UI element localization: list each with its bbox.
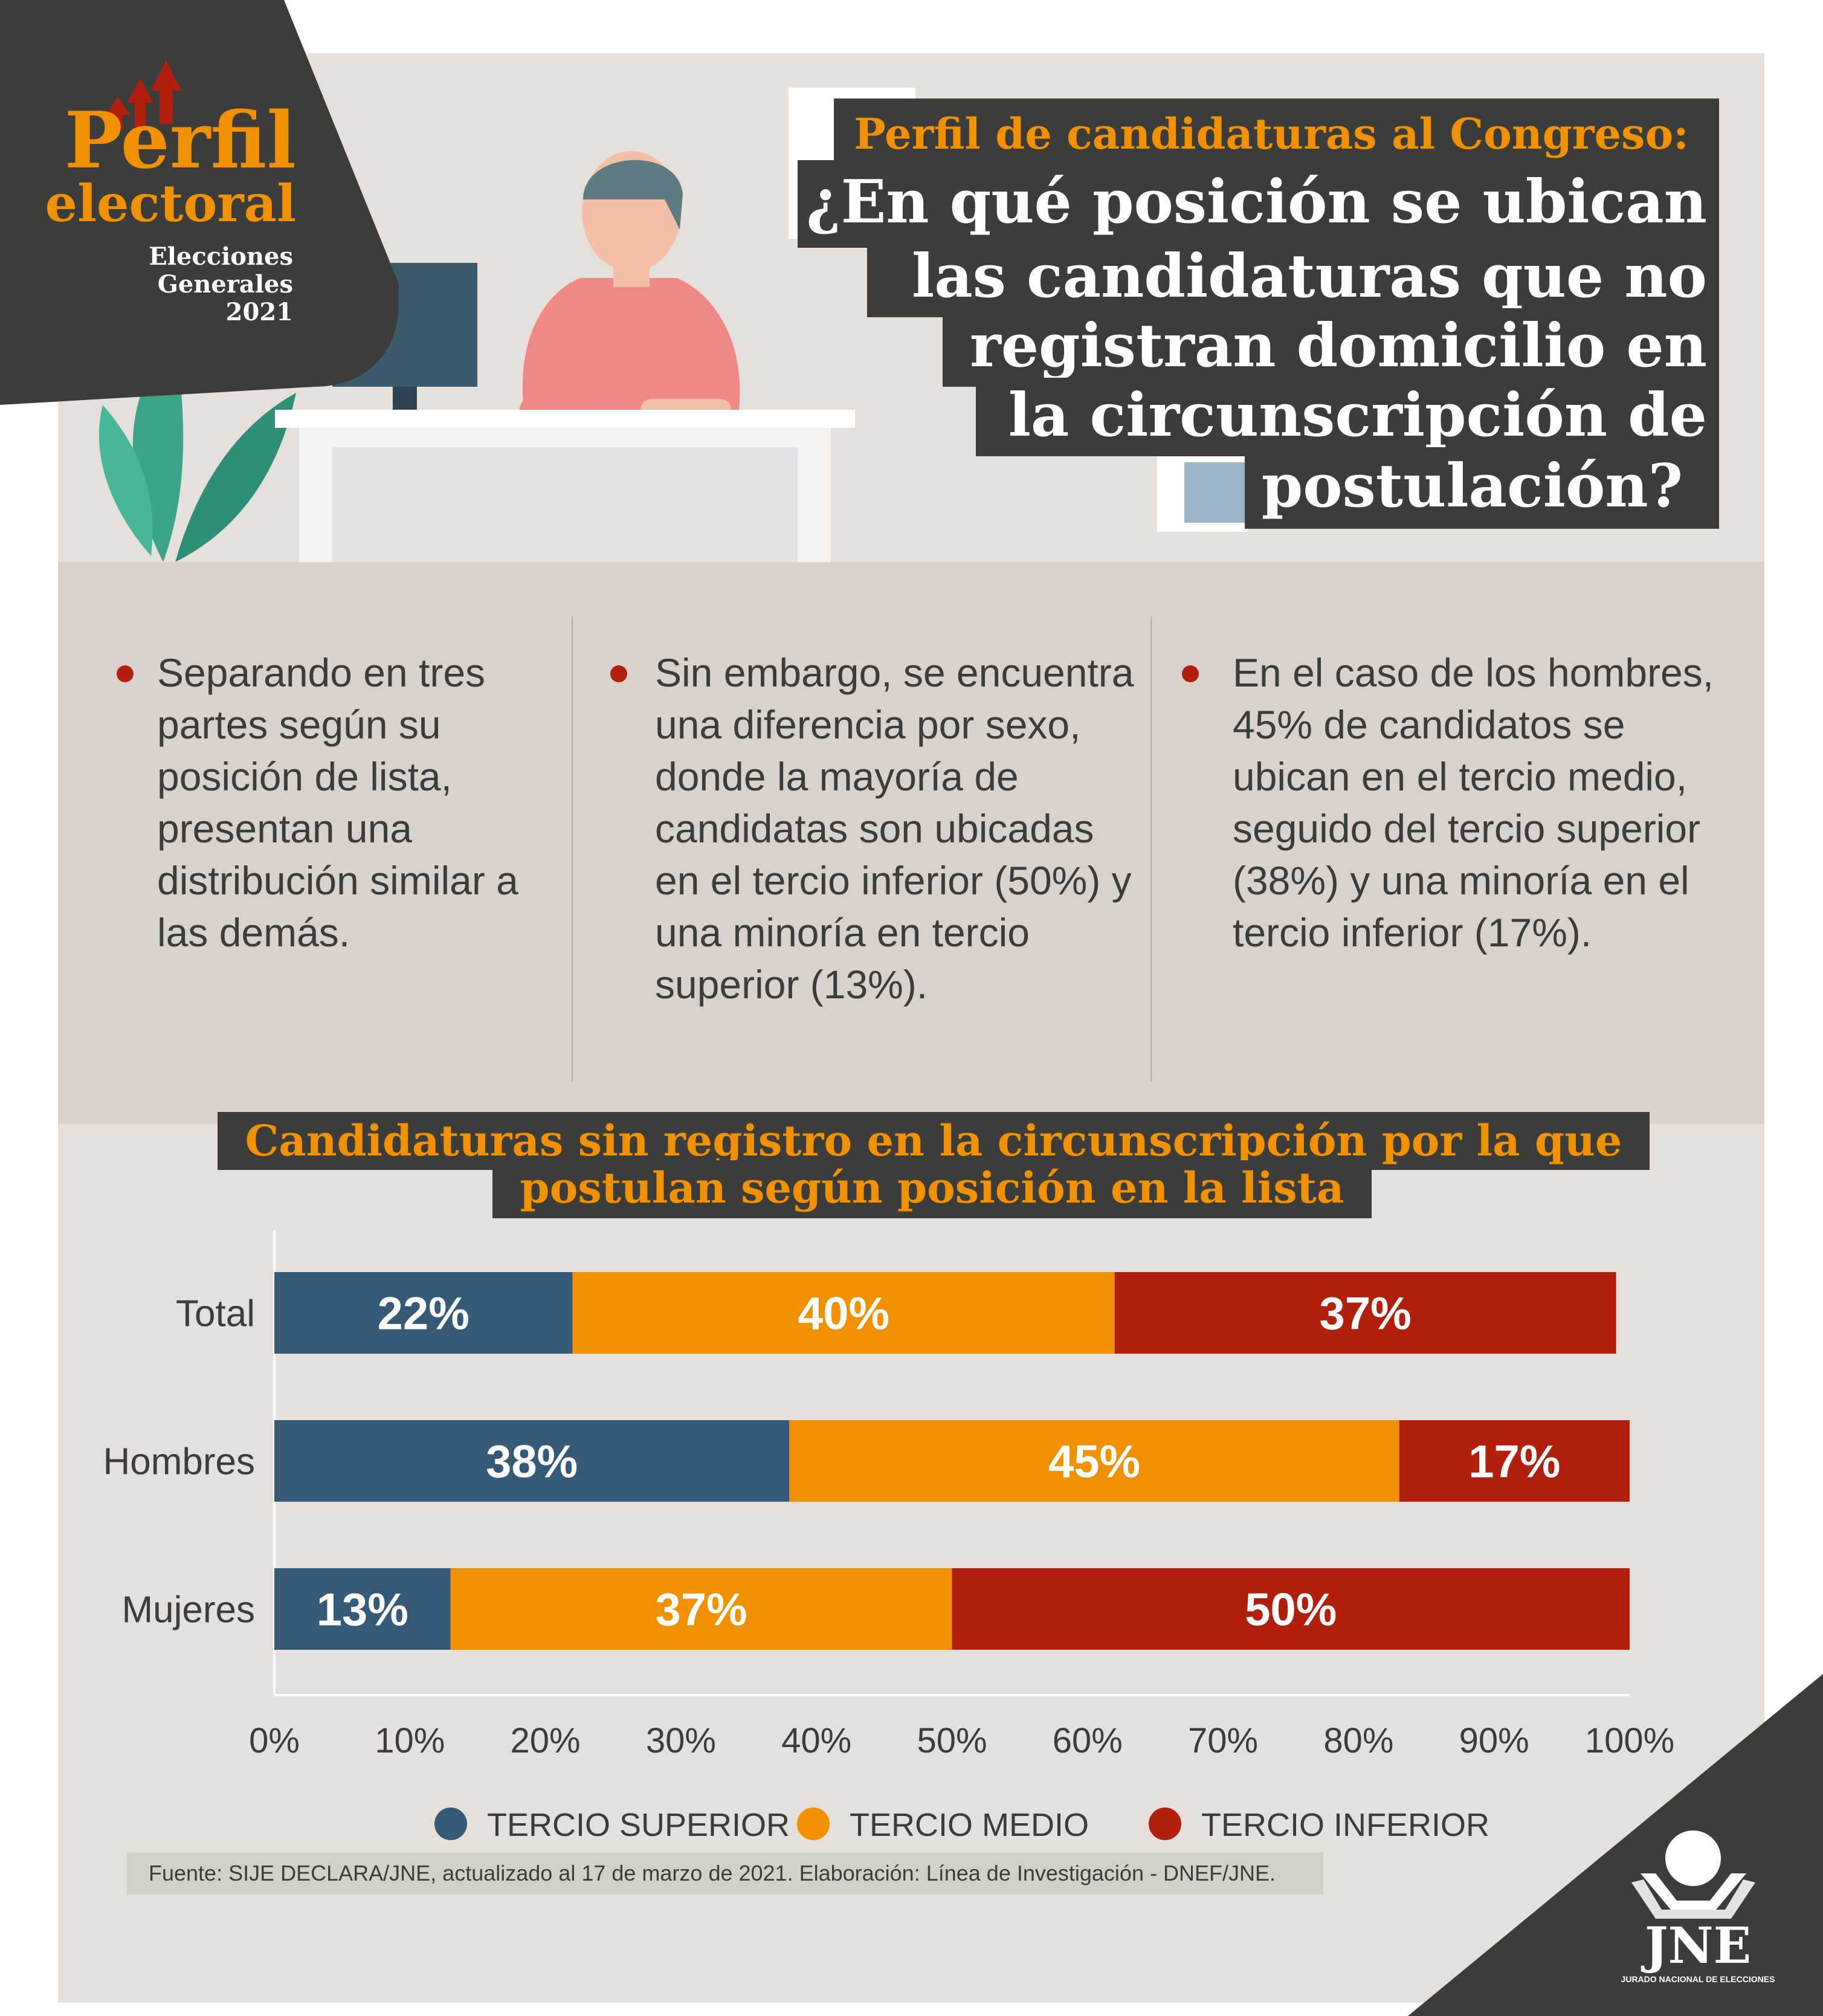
badge-sub-line1: Elecciones — [149, 242, 293, 271]
header-question-line2: las candidaturas que no — [867, 239, 1719, 317]
x-tick-label: 30% — [646, 1721, 716, 1760]
column-text-2: Sin embargo, se encuentra una diferencia… — [655, 650, 1134, 1007]
jne-logo-text: JNE — [1644, 1917, 1752, 1975]
header-question-line4: la circunscripción de — [976, 378, 1719, 456]
corner-decoration — [1408, 1674, 1823, 2016]
data-label: 17% — [1468, 1436, 1560, 1488]
bar-segment — [1399, 1420, 1630, 1502]
stacked-bar-chart: Total 22% 40% 37% Hombres 38% 45% 17% Mujeres 13%… — [103, 1230, 1674, 1843]
column-divider-1 — [572, 616, 573, 1082]
badge-sub-line3: 2021 — [225, 298, 293, 326]
source-note: Fuente: SIJE DECLARA/JNE, actualizado al… — [127, 1852, 1323, 1895]
header-question-line1: ¿En qué posición se ubican — [798, 160, 1719, 248]
x-tick-label: 20% — [511, 1721, 581, 1760]
header-question-line5: postulación? — [1245, 447, 1719, 529]
legend-label: TERCIO INFERIOR — [1201, 1807, 1489, 1843]
x-tick-label: 50% — [917, 1721, 987, 1760]
bar-segment — [952, 1568, 1630, 1650]
x-tick-label: 10% — [375, 1721, 445, 1760]
jne-logo-icon — [1631, 1830, 1755, 1919]
column-divider-2 — [1150, 616, 1152, 1082]
text-band — [58, 562, 1764, 1124]
x-tick-label: 40% — [781, 1721, 851, 1760]
bar-segment — [572, 1272, 1115, 1354]
bar-segment — [450, 1568, 952, 1650]
bar-segment — [274, 1272, 573, 1354]
bullet-icon — [117, 665, 134, 682]
data-label: 37% — [655, 1585, 747, 1636]
header-kicker: Perfil de candidaturas al Congreso: — [834, 99, 1719, 170]
badge-sub-line2: Generales — [157, 270, 293, 299]
bar-segment — [274, 1568, 451, 1650]
legend-swatch — [434, 1808, 467, 1840]
x-tick-label: 70% — [1188, 1721, 1258, 1760]
chart-title-line1: Candidaturas sin registro en la circunsc… — [218, 1112, 1650, 1170]
data-label: 22% — [378, 1288, 469, 1340]
legend-label: TERCIO MEDIO — [850, 1807, 1089, 1843]
badge-title-line1: Perfil — [64, 95, 296, 186]
legend-swatch — [797, 1808, 830, 1840]
jne-logo-subtext: JURADO NACIONAL DE ELECCIONES — [1621, 1974, 1775, 1984]
arrows-icon — [106, 60, 181, 130]
data-label: 50% — [1245, 1585, 1337, 1636]
bullet-icon — [610, 665, 627, 682]
chart-title-line2: postulan según posición en la lista — [492, 1160, 1372, 1218]
x-tick-label: 60% — [1053, 1721, 1123, 1760]
x-tick-label: 0% — [249, 1721, 300, 1760]
x-tick-label: 90% — [1459, 1721, 1529, 1760]
category-label: Mujeres — [121, 1589, 255, 1631]
office-illustration — [98, 151, 855, 568]
x-tick-label: 100% — [1585, 1721, 1674, 1760]
category-label: Total — [176, 1293, 255, 1335]
category-label: Hombres — [103, 1441, 255, 1483]
column-text-1: Separando en tres partes según su posici… — [157, 650, 518, 955]
legend-swatch — [1149, 1808, 1181, 1840]
badge-title-line2: electoral — [45, 173, 296, 233]
bar-segment — [1114, 1272, 1616, 1354]
perfil-electoral-badge — [0, 0, 399, 405]
data-label: 37% — [1320, 1288, 1412, 1340]
data-label: 13% — [317, 1585, 408, 1636]
x-tick-label: 80% — [1323, 1721, 1393, 1760]
wall-picture-2-fill — [1184, 462, 1245, 523]
legend-label: TERCIO SUPERIOR — [487, 1807, 790, 1843]
column-text-3: En el caso de los hombres, 45% de candid… — [1233, 650, 1714, 955]
person-illustration — [518, 151, 740, 423]
data-label: 40% — [798, 1288, 889, 1340]
bar-segment — [274, 1420, 790, 1502]
data-label: 45% — [1048, 1436, 1140, 1488]
bullet-icon — [1182, 665, 1199, 682]
desk-illustration — [275, 410, 855, 428]
bar-segment — [789, 1420, 1399, 1502]
header-question-line3: registran domicilio en — [943, 308, 1719, 387]
data-label: 38% — [486, 1436, 578, 1488]
